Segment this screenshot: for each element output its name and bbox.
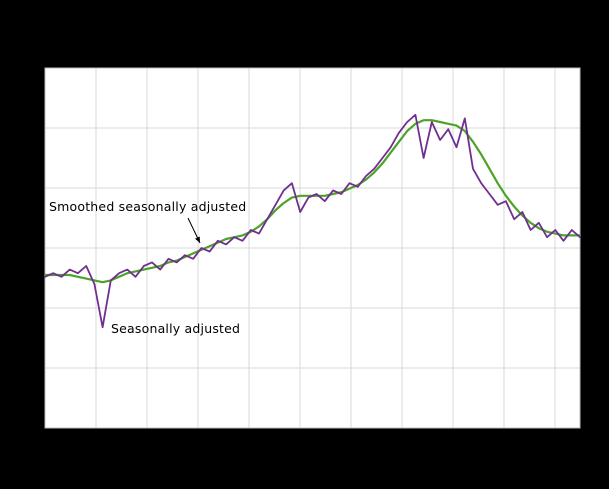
smoothed-series-label: Smoothed seasonally adjusted [49, 199, 247, 214]
plot-border [44, 67, 581, 429]
seasonal-line [44, 113, 581, 329]
annotation-arrowhead-icon [195, 236, 200, 243]
seasonal-series-label: Seasonally adjusted [111, 321, 241, 336]
